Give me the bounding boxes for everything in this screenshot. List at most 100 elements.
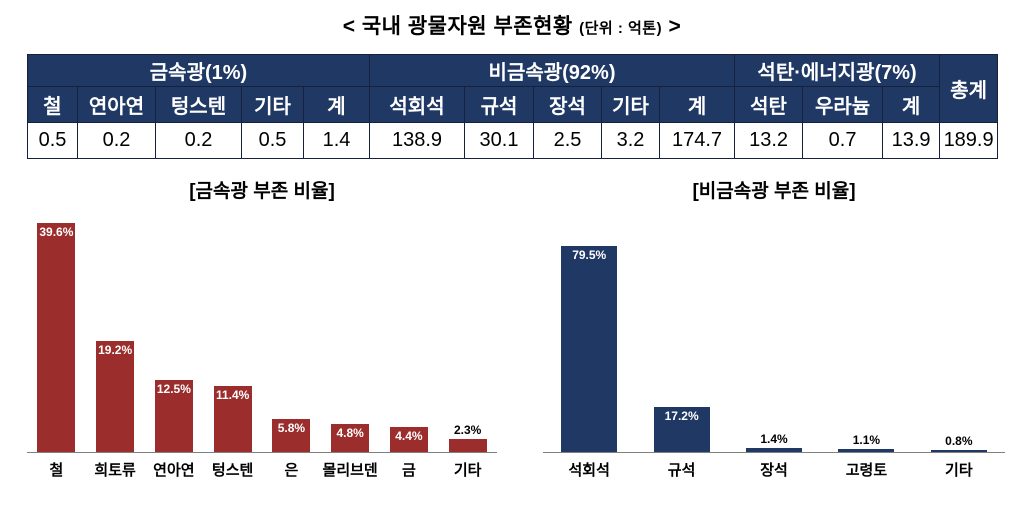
bar-group: 4.8% — [321, 424, 380, 452]
table-cell: 189.9 — [939, 122, 999, 159]
mineral-resources-table: 금속광(1%) 비금속광(92%) 석탄·에너지광(7%) 총계 철 연아연 텅… — [27, 54, 999, 159]
category-label: 기타 — [945, 462, 973, 479]
nonmetal-chart-categories: 석회석 규석 장석 고령토 기타 — [543, 459, 1005, 480]
metal-ratio-chart: [금속광 부존 비율] 39.6% 19.2% 12.5% 11.4% 5.8% 4.8%… — [27, 179, 497, 480]
group-header-total: 총계 — [939, 54, 999, 123]
page-title-main: < 국내 광물자원 부존현황 — [342, 15, 573, 38]
category-label: 은 — [284, 462, 299, 479]
table-cell: 0.2 — [155, 122, 242, 159]
metal-chart-categories: 철 희토류 연아연 텅스텐 은 몰리브덴 금 기타 — [27, 459, 497, 480]
nonmetal-ratio-chart: [비금속광 부존 비율] 79.5% 17.2% 1.4% 1.1% 0.8% 석회석 규… — [543, 179, 1005, 480]
nonmetal-chart-title: [비금속광 부존 비율] — [692, 181, 856, 202]
col-header: 텅스텐 — [155, 86, 242, 123]
col-header: 기타 — [241, 86, 304, 123]
col-header: 석탄 — [734, 86, 804, 123]
category-label: 금 — [401, 462, 416, 479]
table-cell: 13.2 — [734, 122, 804, 159]
bar: 4.8% — [331, 424, 370, 452]
bar-group: 2.3% — [438, 423, 497, 452]
bar-value-label: 12.5% — [156, 381, 191, 396]
table-cell: 174.7 — [658, 122, 736, 159]
bar-group: 1.4% — [728, 432, 820, 452]
col-header: 석회석 — [369, 86, 465, 123]
table-group-header-row: 금속광(1%) 비금속광(92%) 석탄·에너지광(7%) 총계 — [27, 54, 999, 123]
metal-chart-plot: 39.6% 19.2% 12.5% 11.4% 5.8% 4.8% 4.4% 2.3% — [27, 221, 497, 453]
bar: 5.8% — [272, 418, 311, 452]
bar-value-label: 79.5% — [572, 247, 607, 262]
bar-value-label: 0.8% — [945, 433, 973, 448]
bar-value-label: 1.4% — [760, 432, 788, 447]
col-header: 규석 — [464, 86, 534, 123]
group-header-nonmetal: 비금속광(92%) — [368, 54, 736, 87]
col-header: 기타 — [601, 86, 660, 123]
bar-value-label: 1.1% — [852, 433, 881, 448]
table-cell: 0.2 — [77, 122, 156, 159]
category-label: 규석 — [667, 462, 696, 479]
col-header: 연아연 — [77, 86, 156, 123]
col-header: 계 — [882, 86, 941, 123]
bar-value-label: 39.6% — [39, 225, 74, 240]
metal-chart-title: [금속광 부존 비율] — [189, 181, 335, 202]
table-cell: 2.5 — [533, 122, 602, 159]
bar-group: 5.8% — [262, 418, 321, 452]
category-label: 고령토 — [845, 462, 888, 479]
bar-value-label: 2.3% — [453, 422, 482, 437]
bar-group: 12.5% — [145, 379, 204, 452]
group-header-metal: 금속광(1%) — [27, 54, 370, 87]
bar-group: 39.6% — [27, 223, 86, 452]
bar — [838, 449, 895, 452]
bar: 79.5% — [561, 245, 618, 452]
bar-group: 11.4% — [203, 386, 262, 452]
table-cell: 30.1 — [464, 122, 534, 159]
table-cell: 1.4 — [303, 122, 370, 159]
bar-value-label: 5.8% — [277, 420, 306, 435]
bar: 17.2% — [653, 407, 710, 452]
category-label: 장석 — [760, 462, 788, 479]
bar-group: 4.4% — [380, 426, 439, 452]
category-label: 몰리브덴 — [322, 462, 378, 479]
col-header: 계 — [658, 86, 736, 123]
bar: 11.4% — [213, 386, 252, 452]
charts-row: [금속광 부존 비율] 39.6% 19.2% 12.5% 11.4% 5.8% 4.8%… — [27, 179, 1024, 480]
table-cell: 13.9 — [882, 122, 941, 159]
category-label: 철 — [49, 462, 64, 479]
category-label: 기타 — [453, 462, 482, 479]
table-cell: 138.9 — [369, 122, 465, 159]
table-cell: 0.5 — [241, 122, 304, 159]
table-cell: 0.7 — [802, 122, 884, 159]
bar-value-label: 4.4% — [395, 428, 423, 443]
table-cell: 3.2 — [601, 122, 660, 159]
category-label: 희토류 — [94, 462, 136, 479]
table-sub-header-row: 철 연아연 텅스텐 기타 계 석회석 규석 장석 기타 계 석탄 우라늄 계 — [27, 86, 998, 123]
page-title-unit: (단위 : 억톤) — [579, 20, 663, 37]
col-header: 철 — [27, 86, 78, 123]
category-label: 연아연 — [153, 462, 195, 479]
table-data-row: 0.5 0.2 0.2 0.5 1.4 138.9 30.1 2.5 3.2 1… — [27, 122, 999, 159]
bar-value-label: 4.8% — [336, 426, 364, 441]
bar-group: 17.2% — [635, 407, 727, 452]
bar-group: 1.1% — [820, 433, 912, 452]
col-header: 계 — [303, 86, 370, 123]
bar-group: 79.5% — [543, 245, 635, 452]
nonmetal-chart-plot: 79.5% 17.2% 1.4% 1.1% 0.8% — [543, 221, 1005, 453]
bar-value-label: 11.4% — [215, 388, 250, 403]
group-header-coal-energy: 석탄·에너지광(7%) — [734, 54, 941, 87]
bar: 12.5% — [154, 379, 193, 452]
page-title-suffix: > — [668, 15, 682, 38]
bar: 19.2% — [96, 341, 135, 452]
bar-value-label: 19.2% — [98, 343, 133, 358]
bar-value-label: 17.2% — [664, 409, 699, 424]
col-header: 장석 — [533, 86, 602, 123]
page: < 국내 광물자원 부존현황 (단위 : 억톤) > 금속광(1%) 비금속광(… — [0, 10, 1024, 529]
bar — [448, 438, 487, 452]
table-cell: 0.5 — [27, 122, 78, 159]
bar — [746, 448, 803, 452]
bar-group: 19.2% — [86, 341, 145, 452]
category-label: 텅스텐 — [211, 462, 254, 479]
bar — [930, 449, 987, 452]
bar: 39.6% — [37, 223, 76, 452]
category-label: 석회석 — [568, 462, 610, 479]
col-header: 우라늄 — [802, 86, 884, 123]
page-title: < 국내 광물자원 부존현황 (단위 : 억톤) > — [0, 10, 1024, 40]
bar-group: 0.8% — [913, 433, 1005, 452]
